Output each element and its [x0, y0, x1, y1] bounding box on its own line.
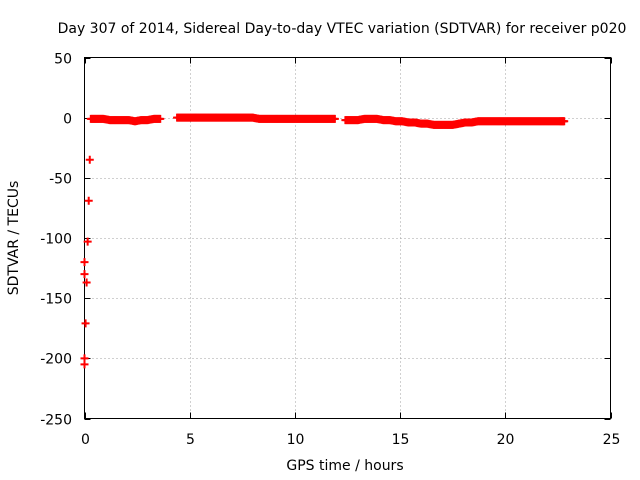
x-tick-label: 0 [81, 432, 90, 448]
data-point [84, 196, 93, 205]
data-point [85, 155, 94, 164]
x-tick-label: 15 [392, 432, 410, 448]
y-axis-title: SDTVAR / TECUs [6, 181, 22, 296]
y-tick-label: -50 [49, 172, 72, 188]
data-point [80, 258, 89, 267]
data-point [83, 237, 92, 246]
grid-lines [84, 57, 611, 419]
axis-ticks [84, 57, 612, 420]
x-tick-label: 10 [287, 432, 305, 448]
y-tick-label: 0 [63, 112, 72, 128]
y-tick-label: 50 [54, 52, 72, 68]
data-points [80, 113, 569, 369]
y-tick-label: -150 [40, 292, 72, 308]
x-tick-label: 20 [497, 432, 515, 448]
data-point [82, 278, 91, 287]
x-axis-title: GPS time / hours [286, 458, 403, 474]
tick-labels: 0 5 10 15 20 25 50 0 -50 -100 -150 -200 -250 [40, 52, 620, 449]
y-tick-label: -250 [40, 413, 72, 429]
data-point [560, 117, 569, 126]
x-tick-label: 5 [186, 432, 195, 448]
y-tick-label: -100 [40, 232, 72, 248]
x-tick-label: 25 [603, 432, 621, 448]
data-point [80, 270, 89, 279]
data-point [80, 360, 89, 369]
data-point [330, 114, 339, 123]
plot-frame [84, 57, 611, 419]
chart-title: Day 307 of 2014, Sidereal Day-to-day VTE… [58, 21, 627, 37]
data-point [156, 114, 165, 123]
y-tick-label: -200 [40, 352, 72, 368]
data-point [81, 319, 90, 328]
